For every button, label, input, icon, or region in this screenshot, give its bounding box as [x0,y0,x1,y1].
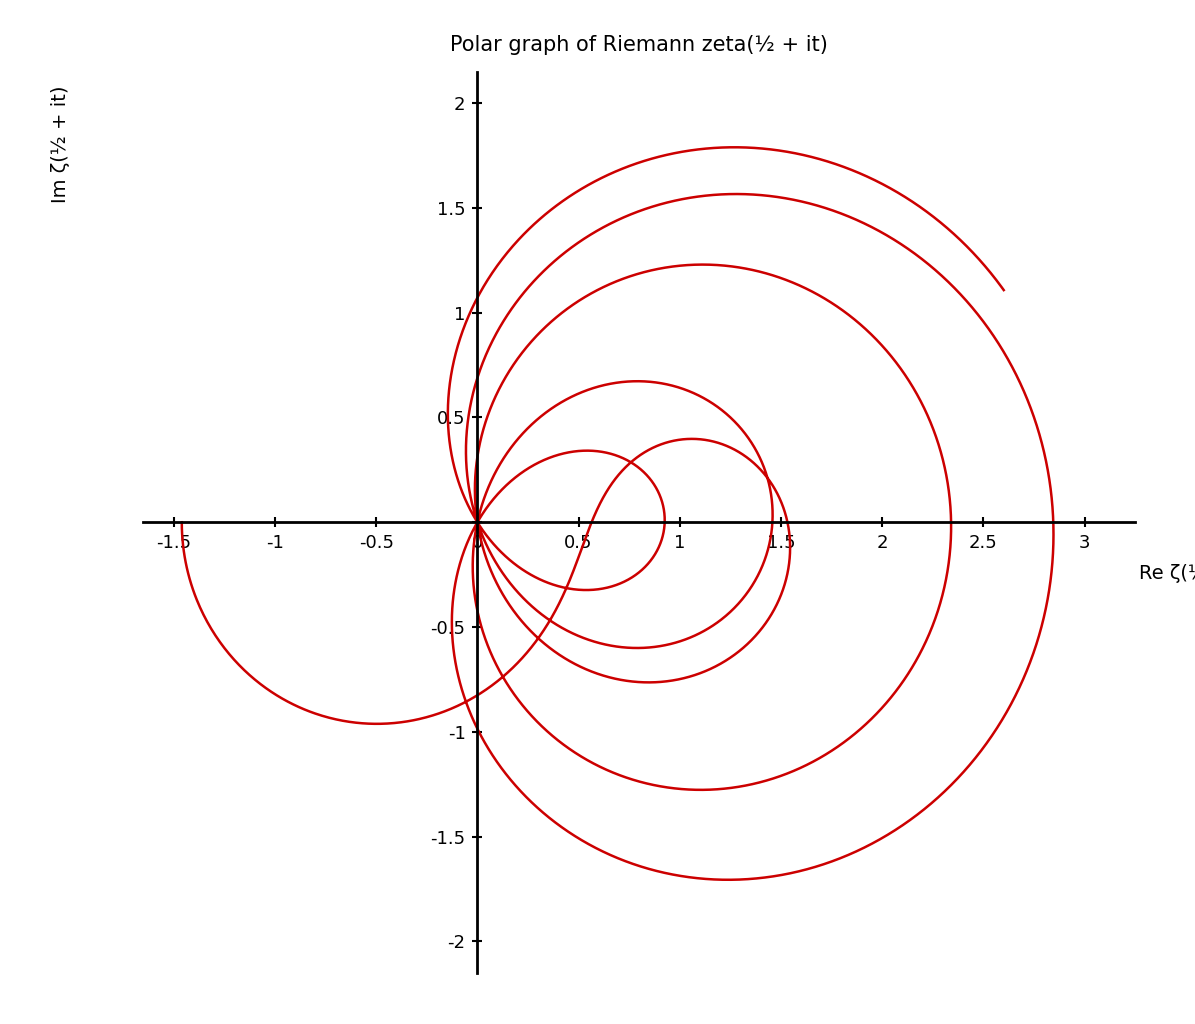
Text: Im ζ(½ + it): Im ζ(½ + it) [50,86,69,203]
Text: Re ζ(½ + it): Re ζ(½ + it) [1139,564,1195,583]
Title: Polar graph of Riemann zeta(½ + it): Polar graph of Riemann zeta(½ + it) [451,35,828,55]
